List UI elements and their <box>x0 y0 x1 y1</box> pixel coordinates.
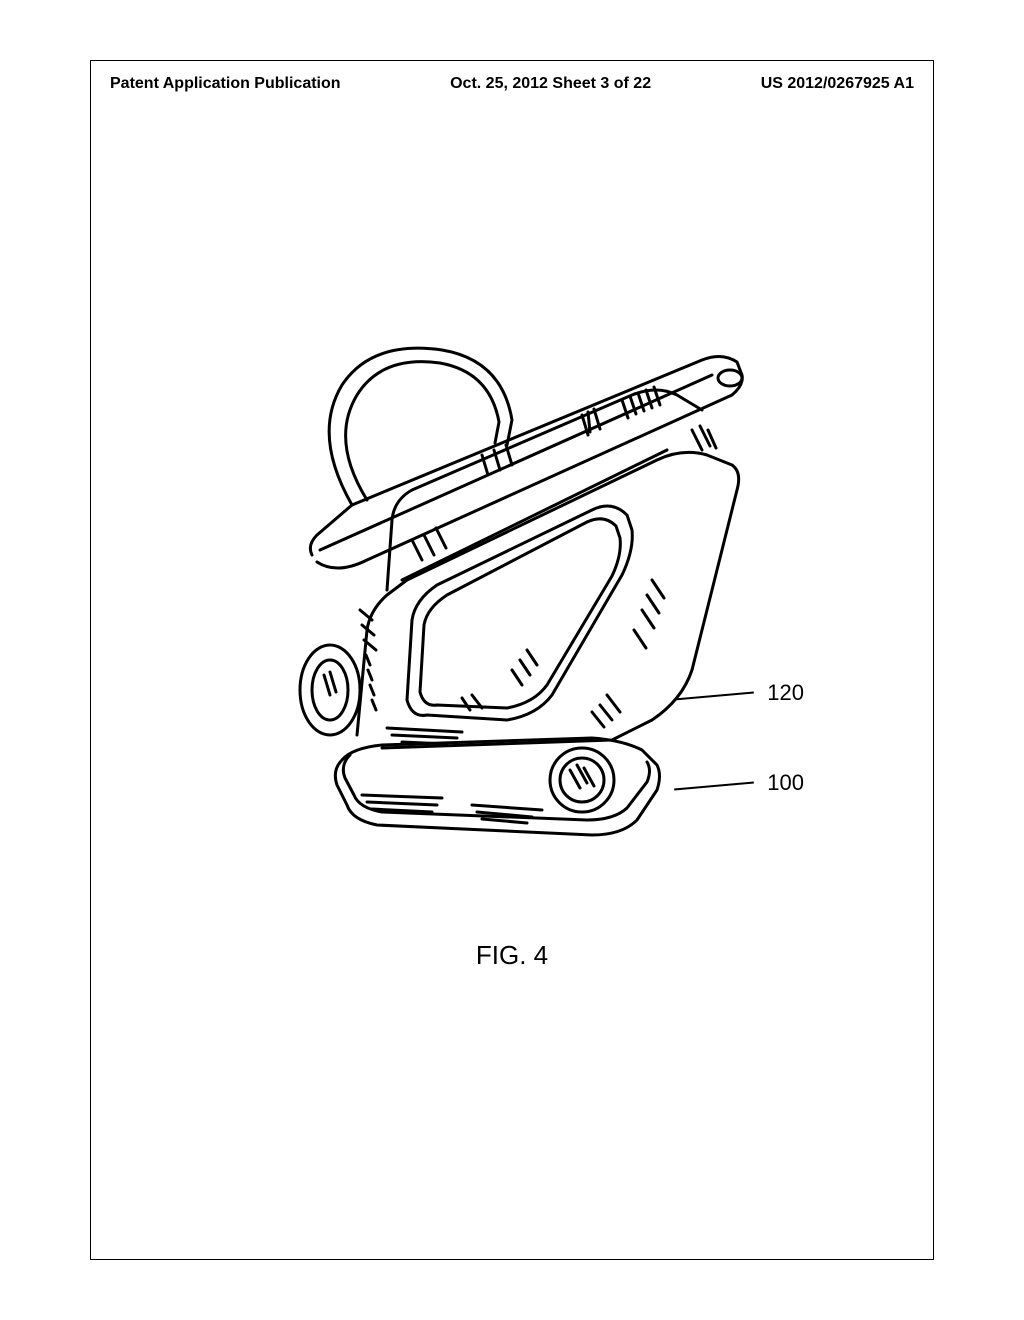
header-patent-number: US 2012/0267925 A1 <box>761 75 914 93</box>
patent-figure <box>212 300 812 860</box>
reference-number-100: 100 <box>767 770 804 796</box>
reference-number-120: 120 <box>767 680 804 706</box>
header-date-sheet: Oct. 25, 2012 Sheet 3 of 22 <box>450 75 651 93</box>
page-header: Patent Application Publication Oct. 25, … <box>110 75 914 93</box>
figure-caption: FIG. 4 <box>476 940 548 971</box>
header-publication-type: Patent Application Publication <box>110 75 341 93</box>
stroller-drawing-icon <box>212 300 812 860</box>
